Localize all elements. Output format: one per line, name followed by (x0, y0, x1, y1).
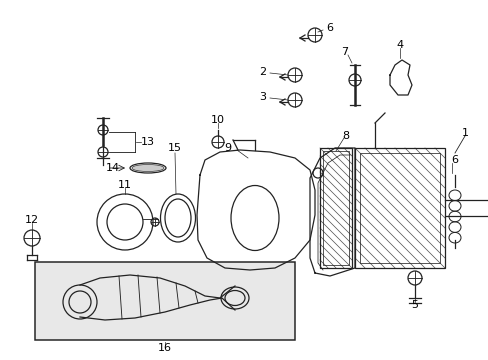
Text: 10: 10 (210, 115, 224, 125)
Bar (35, 262, 294, 340)
Text: 9: 9 (224, 143, 231, 153)
Text: 4: 4 (396, 40, 403, 50)
Text: 12: 12 (25, 215, 39, 225)
Text: 7: 7 (341, 47, 348, 57)
Text: 14: 14 (106, 163, 120, 173)
Bar (359, 153, 439, 263)
Text: 16: 16 (158, 343, 172, 353)
Text: 1: 1 (461, 128, 468, 138)
Text: 3: 3 (259, 92, 266, 102)
Text: 2: 2 (259, 67, 266, 77)
Bar (354, 148, 444, 268)
Ellipse shape (132, 165, 163, 171)
Text: 8: 8 (342, 131, 349, 141)
Text: 11: 11 (118, 180, 132, 190)
Text: 6: 6 (450, 155, 458, 165)
Bar (323, 151, 348, 265)
Text: 13: 13 (141, 137, 155, 147)
Text: 15: 15 (168, 143, 182, 153)
Bar (319, 148, 351, 268)
Text: 6: 6 (326, 23, 333, 33)
Text: 5: 5 (411, 300, 418, 310)
